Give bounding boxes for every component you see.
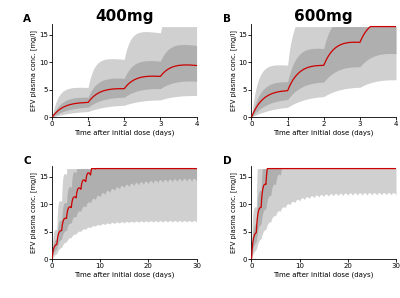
Title: 400mg: 400mg <box>95 9 154 24</box>
Y-axis label: EFV plasma conc. [mg/l]: EFV plasma conc. [mg/l] <box>230 30 237 111</box>
Text: B: B <box>222 15 230 24</box>
Y-axis label: EFV plasma conc. [mg/l]: EFV plasma conc. [mg/l] <box>31 30 38 111</box>
X-axis label: Time after initial dose (days): Time after initial dose (days) <box>274 130 374 136</box>
X-axis label: Time after initial dose (days): Time after initial dose (days) <box>274 271 374 278</box>
Text: D: D <box>222 156 231 167</box>
X-axis label: Time after initial dose (days): Time after initial dose (days) <box>74 271 174 278</box>
Y-axis label: EFV plasma conc. [mg/l]: EFV plasma conc. [mg/l] <box>230 172 237 253</box>
Y-axis label: EFV plasma conc. [mg/l]: EFV plasma conc. [mg/l] <box>31 172 38 253</box>
X-axis label: Time after initial dose (days): Time after initial dose (days) <box>74 130 174 136</box>
Text: A: A <box>23 15 31 24</box>
Text: C: C <box>23 156 31 167</box>
Title: 600mg: 600mg <box>294 9 353 24</box>
